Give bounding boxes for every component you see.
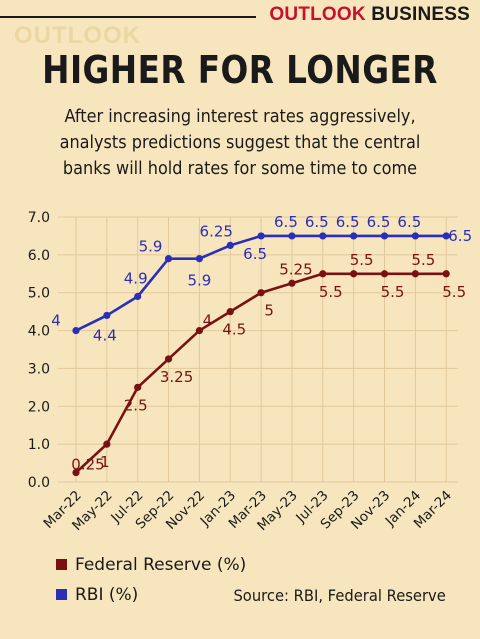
chart-title: HIGHER FOR LONGER bbox=[42, 48, 438, 92]
data-point-federal-reserve bbox=[103, 440, 111, 448]
legend-swatch-federal-reserve bbox=[56, 559, 67, 570]
data-label-federal-reserve: 5 bbox=[264, 302, 274, 320]
data-point-rbi bbox=[442, 232, 450, 240]
watermark-logo: OUTLOOK bbox=[14, 22, 141, 49]
data-point-rbi bbox=[319, 232, 327, 240]
legend-label-rbi: RBI (%) bbox=[75, 585, 139, 605]
legend-item-federal-reserve: Federal Reserve (%) bbox=[56, 555, 246, 575]
data-point-rbi bbox=[288, 232, 296, 240]
data-label-rbi: 4.4 bbox=[93, 326, 117, 344]
data-point-federal-reserve bbox=[411, 270, 419, 278]
data-point-rbi bbox=[226, 241, 234, 249]
data-label-federal-reserve: 5.5 bbox=[381, 283, 405, 301]
data-label-rbi: 6.5 bbox=[305, 213, 329, 231]
data-label-rbi: 5.9 bbox=[187, 272, 211, 290]
data-label-rbi: 4 bbox=[51, 312, 61, 330]
data-label-rbi: 6.5 bbox=[367, 213, 391, 231]
data-label-federal-reserve: 0.25 bbox=[71, 456, 104, 474]
y-tick-label: 5.0 bbox=[28, 286, 50, 302]
data-label-federal-reserve: 5.25 bbox=[279, 260, 312, 278]
data-point-federal-reserve bbox=[442, 270, 450, 278]
data-point-rbi bbox=[72, 326, 80, 335]
data-point-rbi bbox=[257, 232, 265, 240]
data-label-federal-reserve: 5.5 bbox=[350, 251, 374, 269]
data-point-federal-reserve bbox=[288, 279, 296, 287]
data-label-rbi: 6.5 bbox=[274, 213, 298, 231]
y-tick-label: 0.0 bbox=[28, 475, 50, 491]
brand-logo: OUTLOOK BUSINESS bbox=[269, 4, 470, 26]
legend-label-federal-reserve: Federal Reserve (%) bbox=[75, 555, 247, 575]
legend-item-rbi: RBI (%) bbox=[56, 585, 138, 605]
data-label-rbi: 6.5 bbox=[336, 213, 360, 231]
y-tick-label: 2.0 bbox=[28, 399, 50, 415]
data-point-federal-reserve bbox=[350, 270, 358, 278]
data-label-rbi: 6.5 bbox=[448, 227, 472, 245]
data-label-federal-reserve: 1 bbox=[100, 453, 110, 471]
line-chart: 0.01.02.03.04.05.06.07.0Mar-22May-22Jul-… bbox=[28, 210, 472, 534]
data-label-federal-reserve: 5.5 bbox=[411, 251, 435, 269]
data-label-rbi: 6.25 bbox=[200, 222, 233, 240]
data-point-rbi bbox=[195, 255, 203, 263]
data-label-federal-reserve: 4.5 bbox=[222, 321, 246, 339]
y-tick-label: 3.0 bbox=[28, 361, 50, 377]
y-tick-label: 1.0 bbox=[28, 437, 50, 453]
y-tick-label: 4.0 bbox=[28, 324, 50, 340]
data-point-rbi bbox=[164, 255, 173, 263]
brand-secondary: BUSINESS bbox=[371, 4, 470, 25]
data-label-federal-reserve: 5.5 bbox=[319, 283, 343, 301]
data-label-rbi: 6.5 bbox=[397, 213, 421, 231]
chart-subtitle: After increasing interest rates aggressi… bbox=[59, 107, 421, 179]
data-point-federal-reserve bbox=[72, 468, 80, 477]
data-label-federal-reserve: 2.5 bbox=[124, 396, 148, 414]
data-label-rbi: 4.9 bbox=[124, 270, 148, 288]
data-point-federal-reserve bbox=[226, 308, 234, 316]
data-point-rbi bbox=[411, 232, 419, 240]
data-label-federal-reserve: 3.25 bbox=[160, 368, 193, 386]
header-rule bbox=[0, 16, 256, 18]
data-point-rbi bbox=[134, 292, 142, 301]
legend-swatch-rbi bbox=[56, 589, 67, 600]
y-tick-label: 7.0 bbox=[28, 210, 50, 226]
source-note: Source: RBI, Federal Reserve bbox=[233, 586, 446, 605]
data-point-rbi bbox=[380, 232, 389, 240]
data-point-federal-reserve bbox=[319, 270, 327, 278]
brand-primary: OUTLOOK bbox=[269, 4, 366, 25]
data-point-rbi bbox=[350, 232, 358, 240]
data-point-federal-reserve bbox=[164, 355, 173, 363]
data-point-federal-reserve bbox=[195, 326, 203, 335]
data-point-federal-reserve bbox=[257, 289, 265, 297]
y-tick-label: 6.0 bbox=[28, 248, 50, 264]
data-point-federal-reserve bbox=[380, 270, 389, 278]
data-label-rbi: 6.5 bbox=[243, 245, 267, 263]
data-point-federal-reserve bbox=[134, 383, 142, 391]
data-label-federal-reserve: 5.5 bbox=[442, 283, 466, 301]
data-point-rbi bbox=[103, 311, 111, 320]
data-label-federal-reserve: 4 bbox=[203, 312, 213, 330]
data-label-rbi: 5.9 bbox=[139, 238, 163, 256]
